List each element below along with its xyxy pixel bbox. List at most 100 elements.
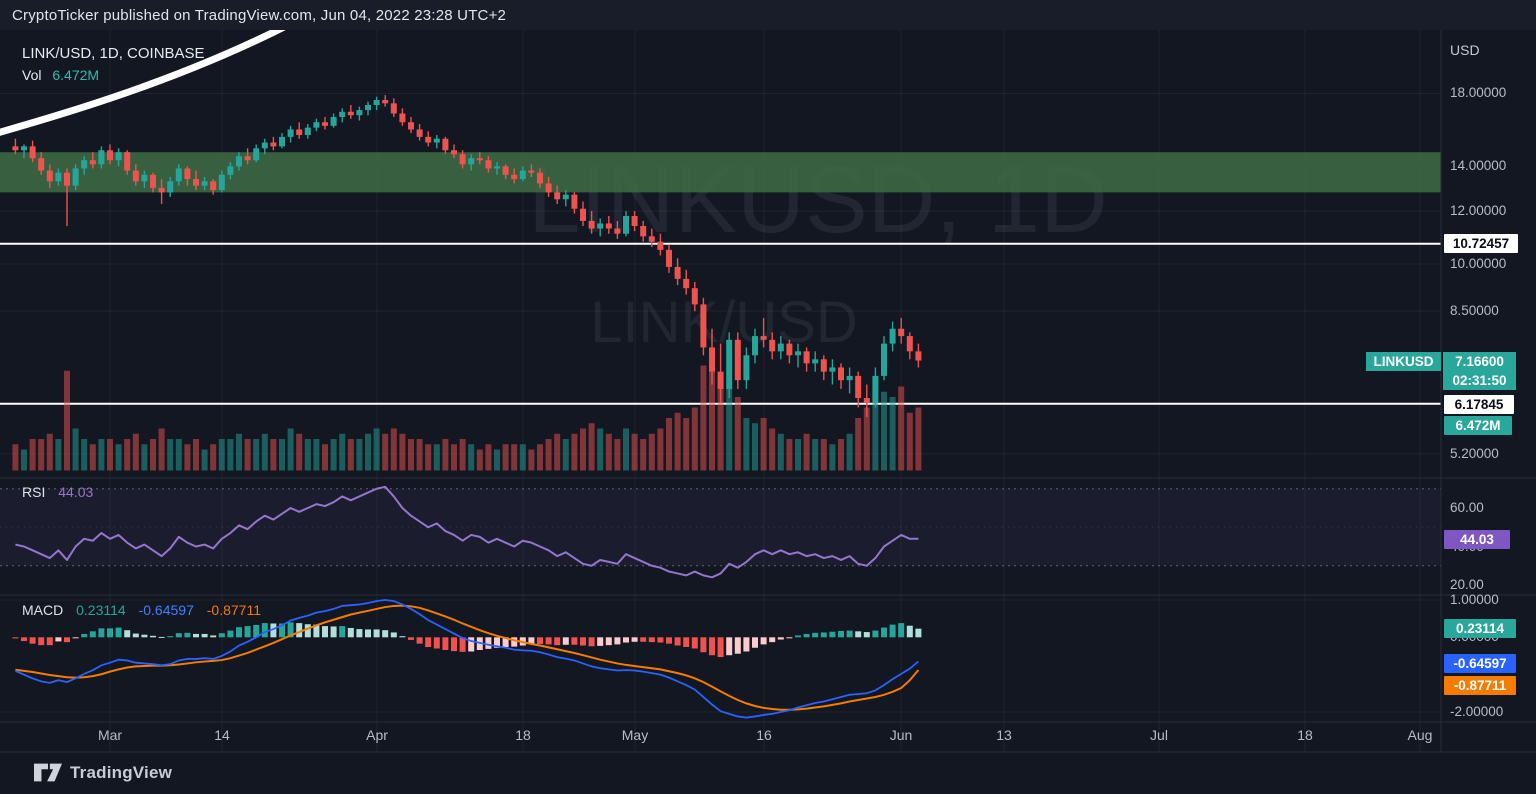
macd-histogram-bar: [674, 637, 681, 646]
candle-body: [442, 138, 449, 151]
macd-histogram-bar: [330, 626, 337, 638]
candle-body: [132, 170, 139, 182]
candle-body: [881, 343, 887, 376]
volume-bar: [459, 439, 466, 471]
candle-body: [184, 168, 191, 180]
candle-body: [46, 170, 53, 182]
macd-histogram-bar: [279, 623, 285, 638]
macd-histogram-bar: [709, 637, 715, 656]
macd-histogram-bar: [64, 637, 70, 643]
candle-body: [12, 146, 19, 151]
macd-histogram-bar: [193, 633, 199, 638]
macd-histogram-bar: [743, 637, 750, 652]
volume-bar: [562, 439, 569, 471]
volume-bar: [89, 444, 96, 471]
macd-histogram-bar: [416, 637, 423, 644]
volume-bar: [889, 397, 896, 471]
macd-histogram-bar: [236, 627, 242, 638]
volume-bar: [838, 439, 844, 471]
macd-tick-label: 1.00000: [1450, 591, 1499, 607]
trend-line-drawing[interactable]: [0, 20, 294, 136]
macd-histogram-bar: [795, 635, 801, 638]
candle-body: [89, 160, 96, 165]
candle-body: [150, 174, 156, 188]
volume-bar: [115, 444, 122, 471]
tradingview-brand[interactable]: TradingView: [70, 763, 173, 782]
macd-histogram-bar: [287, 622, 294, 638]
volume-bar: [777, 433, 784, 471]
macd-histogram-bar: [872, 630, 879, 638]
candle-body: [382, 99, 389, 104]
macd-histogram-bar: [485, 637, 492, 649]
symbol-watermark-2: LINK/USD: [590, 290, 858, 355]
candle-body: [562, 194, 569, 200]
macd-histogram-bar: [829, 631, 836, 638]
symbol-legend[interactable]: LINK/USD, 1D, COINBASE Vol 6.472M: [22, 44, 205, 86]
time-tick-label: Jun: [889, 727, 913, 743]
time-axis[interactable]: Mar 14 Apr 18 May 16 Jun 13 Jul 18 Aug: [0, 722, 1536, 752]
volume-row: Vol 6.472M: [22, 64, 205, 86]
candle-body: [38, 158, 45, 171]
macd-histogram-bar: [270, 623, 277, 638]
rsi-label: RSI: [22, 484, 46, 500]
macd-histogram-bar: [21, 637, 27, 642]
candle-body: [588, 220, 595, 229]
macd-histogram-bar: [382, 630, 389, 638]
volume-bar: [339, 433, 346, 471]
volume-label: Vol: [22, 67, 42, 83]
time-tick-label: May: [621, 727, 649, 743]
macd-histogram-bar: [846, 630, 853, 638]
time-tick-label: Apr: [366, 727, 388, 743]
candle-body: [537, 172, 543, 184]
macd-histogram-bar: [786, 637, 793, 639]
macd-histogram-bar: [597, 637, 604, 646]
volume-bar: [201, 449, 208, 471]
volume-bar: [468, 444, 475, 471]
tradingview-logo-icon[interactable]: [34, 763, 62, 783]
price-tick-label: 5.20000: [1450, 445, 1499, 461]
macd-histogram-bar: [769, 637, 776, 643]
price-axis[interactable]: USD 18.00000 14.00000 12.00000 10.00000 8.50…: [1441, 30, 1536, 752]
candle-body: [287, 129, 294, 137]
volume-bar: [657, 428, 664, 471]
candle-body: [390, 103, 397, 114]
volume-bar: [12, 444, 19, 471]
macd-histogram-bar: [261, 623, 268, 638]
volume-bar: [502, 444, 509, 471]
volume-bar: [227, 439, 234, 471]
volume-bar: [597, 428, 604, 471]
volume-bar: [855, 418, 862, 471]
volume-bar: [915, 407, 922, 471]
macd-histogram-bar: [537, 637, 543, 645]
volume-bar: [537, 444, 543, 471]
volume-bar: [511, 444, 518, 471]
macd-histogram-bar: [451, 637, 457, 652]
volume-bar: [743, 418, 750, 471]
macd-histogram-bar: [390, 632, 397, 638]
volume-bar: [425, 444, 432, 471]
candle-body: [416, 129, 423, 137]
volume-bar: [304, 439, 311, 471]
candle-body: [227, 166, 234, 175]
candle-body: [124, 152, 131, 171]
macd-histogram-bar: [38, 637, 45, 646]
macd-histogram-bar: [373, 629, 380, 638]
candle-body: [347, 111, 354, 116]
candle-body: [769, 339, 776, 352]
symbol-title: LINK/USD, 1D, COINBASE: [22, 45, 205, 62]
volume-bar: [244, 439, 251, 471]
macd-histogram-bar: [571, 637, 578, 645]
macd-histogram-bar: [648, 637, 655, 643]
macd-histogram-bar: [468, 637, 475, 652]
macd-histogram-bar: [889, 624, 896, 638]
candle-body: [236, 156, 242, 167]
macd-histogram-bar: [666, 637, 672, 644]
rsi-legend[interactable]: RSI 44.03: [22, 484, 102, 500]
macd-legend[interactable]: MACD 0.23114 -0.64597 -0.87711: [22, 602, 270, 618]
candle-body: [81, 160, 88, 169]
candle-body: [296, 129, 303, 135]
volume-value-label: 6.472M: [1444, 416, 1512, 435]
volume-bar: [64, 370, 70, 471]
